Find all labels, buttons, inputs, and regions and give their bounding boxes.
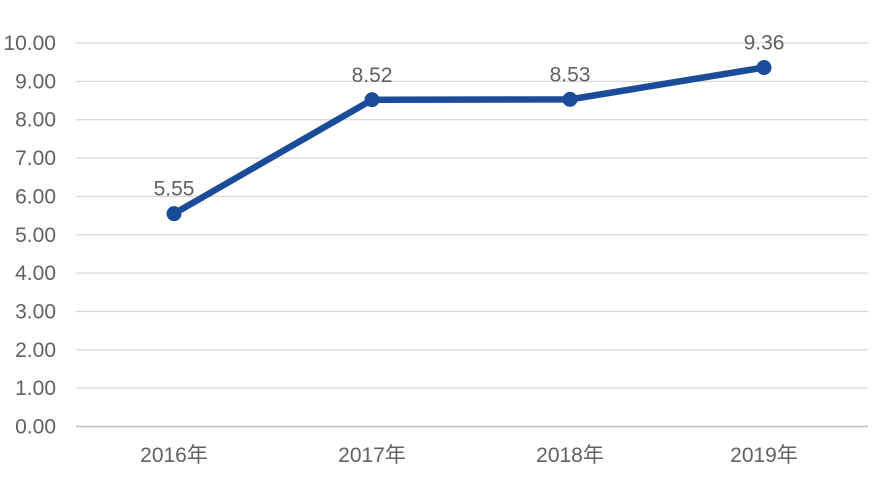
y-axis-tick-label: 4.00 [15,262,56,285]
data-point-marker [562,91,578,107]
y-axis-tick-label: 1.00 [15,377,56,400]
data-point-label: 9.36 [744,32,785,55]
data-point-label: 5.55 [154,178,195,201]
y-axis-tick-label: 8.00 [15,109,56,132]
data-point-label: 8.52 [352,64,393,87]
data-point-label: 8.53 [550,63,591,86]
y-axis-tick-label: 5.00 [15,224,56,247]
y-axis-tick-label: 7.00 [15,147,56,170]
data-point-marker [364,92,380,108]
data-point-marker [756,60,772,76]
y-axis-tick-label: 10.00 [3,32,56,55]
x-axis-category-label: 2017年 [338,444,406,467]
y-axis-tick-label: 9.00 [15,70,56,93]
y-axis-tick-label: 0.00 [15,416,56,439]
x-axis-category-label: 2016年 [140,444,208,467]
series-line [170,64,768,217]
y-axis-tick-label: 3.00 [15,300,56,323]
y-axis-tick-label: 6.00 [15,185,56,208]
data-point-marker [166,206,182,222]
y-axis-tick-label: 2.00 [15,339,56,362]
x-axis-category-label: 2018年 [536,444,604,467]
x-axis-category-label: 2019年 [730,444,798,467]
